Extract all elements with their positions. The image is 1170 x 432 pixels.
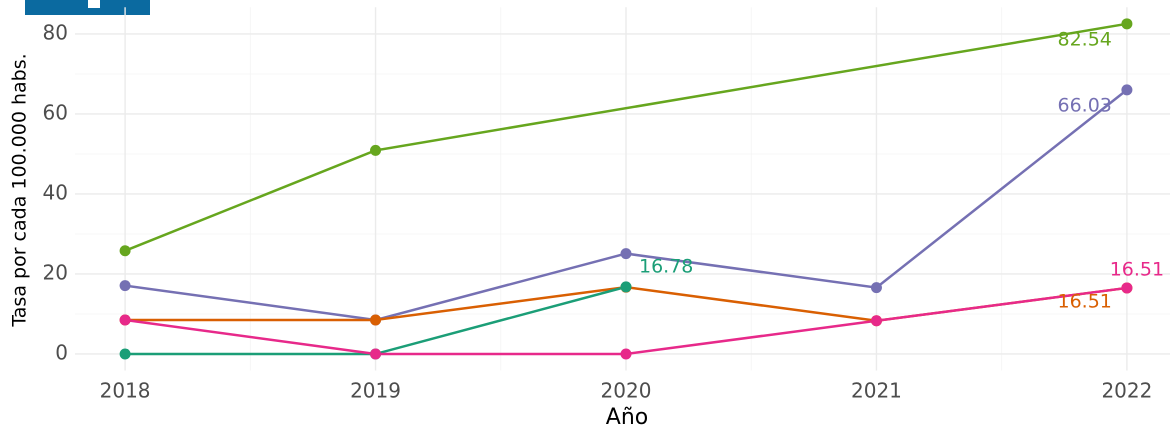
- point: [370, 314, 382, 326]
- plot: 82.54 66.03 16.51 16.78 16.51: [75, 7, 1170, 371]
- point: [119, 280, 131, 292]
- point: [370, 348, 382, 360]
- value-label: 82.54: [1058, 28, 1112, 50]
- point: [119, 245, 131, 257]
- x-tick-label: 2021: [851, 379, 902, 403]
- value-label: 66.03: [1058, 94, 1112, 116]
- point: [620, 281, 632, 293]
- x-tick-label: 2018: [100, 379, 151, 403]
- point: [870, 315, 882, 327]
- y-tick-label: 20: [43, 260, 68, 284]
- y-tick-label: 80: [43, 20, 68, 44]
- point: [1121, 282, 1133, 294]
- point: [119, 314, 131, 326]
- point: [119, 348, 131, 360]
- value-label: 16.51: [1058, 290, 1112, 312]
- y-axis-title: Tasa por cada 100.000 habs.: [9, 53, 31, 327]
- value-label: 16.51: [1110, 258, 1164, 280]
- y-tick-label: 40: [43, 180, 68, 204]
- x-tick-label: 2020: [601, 379, 652, 403]
- y-tick-label: 0: [55, 340, 68, 364]
- value-label: 16.78: [639, 255, 693, 277]
- point: [1121, 18, 1133, 30]
- point: [620, 348, 632, 360]
- x-tick-label: 2019: [350, 379, 401, 403]
- x-axis-title: Año: [606, 405, 648, 430]
- point: [870, 282, 882, 294]
- point: [620, 248, 632, 260]
- x-tick-label: 2022: [1101, 379, 1152, 403]
- logo-box: [25, 0, 150, 15]
- point: [370, 144, 382, 156]
- point: [1121, 84, 1133, 96]
- y-tick-label: 60: [43, 100, 68, 124]
